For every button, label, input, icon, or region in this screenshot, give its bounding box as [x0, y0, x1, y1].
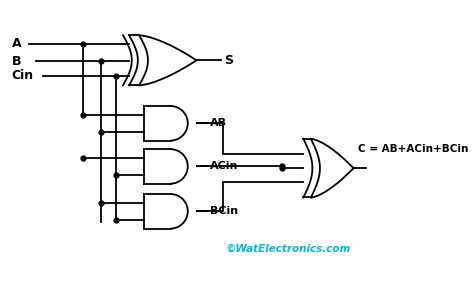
Text: Cin: Cin [12, 69, 34, 82]
Text: A: A [12, 37, 21, 50]
Text: S: S [224, 54, 233, 67]
Text: AB: AB [210, 118, 227, 128]
Text: B: B [12, 55, 21, 68]
Text: BCin: BCin [210, 206, 238, 216]
Text: ACin: ACin [210, 162, 238, 171]
Text: C = AB+ACin+BCin: C = AB+ACin+BCin [358, 144, 468, 154]
Text: ©WatElectronics.com: ©WatElectronics.com [226, 243, 351, 253]
